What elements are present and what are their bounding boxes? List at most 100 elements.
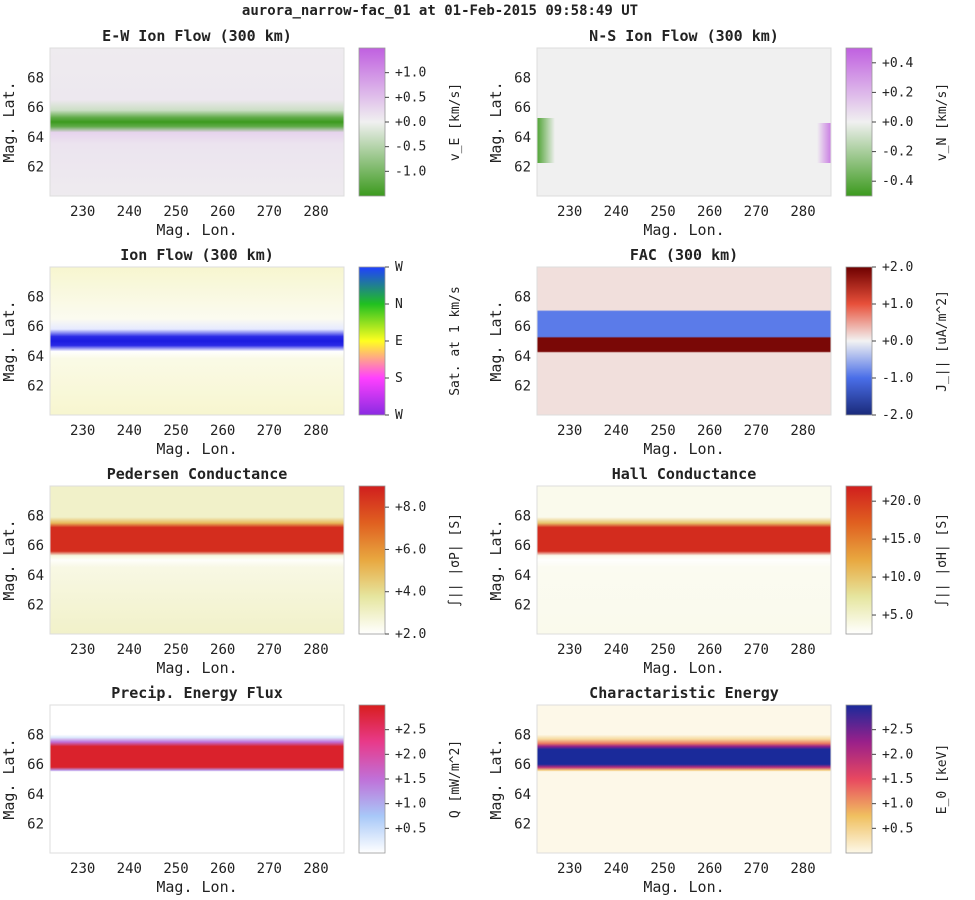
x-axis-label: Mag. Lon. bbox=[643, 659, 724, 677]
x-tick-label: 230 bbox=[70, 204, 95, 220]
heatmap-field bbox=[537, 267, 831, 415]
y-tick-label: 64 bbox=[514, 349, 531, 365]
x-tick-label: 270 bbox=[257, 642, 282, 658]
colorbar-tick-label: +1.5 bbox=[882, 772, 913, 787]
panel-7: Charactaristic Energy 230 240 250 260 270 280 M… bbox=[487, 684, 950, 896]
panel-0: E-W Ion Flow (300 km) 230 240 250 260 270 280 M… bbox=[0, 27, 463, 239]
x-tick-label: 250 bbox=[650, 423, 675, 439]
colorbar-tick-label: +0.0 bbox=[882, 334, 913, 349]
x-tick-label: 230 bbox=[557, 423, 582, 439]
x-tick-label: 250 bbox=[650, 861, 675, 877]
y-tick-label: 68 bbox=[27, 728, 44, 744]
y-tick-label: 68 bbox=[514, 290, 531, 306]
colorbar-tick-label: +0.0 bbox=[882, 115, 913, 130]
x-tick-label: 230 bbox=[70, 642, 95, 658]
x-tick-label: 240 bbox=[117, 861, 142, 877]
x-tick-label: 280 bbox=[303, 642, 328, 658]
colorbar-tick-label: +0.5 bbox=[882, 821, 913, 836]
y-tick-label: 62 bbox=[514, 159, 531, 175]
x-tick-label: 260 bbox=[210, 423, 235, 439]
x-tick-label: 230 bbox=[557, 204, 582, 220]
y-tick-label: 68 bbox=[514, 509, 531, 525]
axes-frame bbox=[49, 266, 345, 416]
x-tick-label: 280 bbox=[790, 861, 815, 877]
axes-frame bbox=[536, 485, 832, 635]
y-axis-label: Mag. Lat. bbox=[0, 300, 18, 381]
x-tick-label: 270 bbox=[744, 642, 769, 658]
x-tick-label: 240 bbox=[604, 642, 629, 658]
colorbar-label: v_E [km/s] bbox=[448, 83, 463, 161]
axes-frame bbox=[536, 266, 832, 416]
y-tick-label: 66 bbox=[27, 319, 44, 335]
x-tick-label: 280 bbox=[790, 642, 815, 658]
x-tick-label: 250 bbox=[163, 861, 188, 877]
colorbar-label: Sat. at 1 km/s bbox=[448, 286, 463, 396]
colorbar-label: v_N [km/s] bbox=[935, 83, 950, 161]
colorbar-tick-label: +1.0 bbox=[882, 797, 913, 812]
x-tick-label: 270 bbox=[257, 423, 282, 439]
y-tick-label: 64 bbox=[27, 349, 44, 365]
x-tick-label: 270 bbox=[257, 861, 282, 877]
x-tick-label: 260 bbox=[210, 642, 235, 658]
colorbar-tick-label: W bbox=[395, 260, 403, 275]
colorbar-label: E_0 [keV] bbox=[935, 744, 950, 814]
x-tick-label: 270 bbox=[744, 861, 769, 877]
colorbar-tick-label: -0.2 bbox=[882, 145, 913, 160]
y-tick-label: 64 bbox=[514, 787, 531, 803]
colorbar-label: Q [mW/m^2] bbox=[448, 740, 463, 818]
heatmap-field bbox=[537, 486, 831, 634]
x-tick-label: 250 bbox=[163, 204, 188, 220]
x-tick-label: 240 bbox=[604, 423, 629, 439]
y-axis-label: Mag. Lat. bbox=[0, 519, 18, 600]
x-tick-label: 260 bbox=[697, 423, 722, 439]
x-tick-label: 260 bbox=[697, 861, 722, 877]
x-tick-label: 260 bbox=[697, 204, 722, 220]
colorbar-tick-label: E bbox=[395, 334, 403, 349]
colorbar-tick-label: +2.5 bbox=[882, 723, 913, 738]
colorbar bbox=[845, 485, 873, 635]
x-axis-label: Mag. Lon. bbox=[643, 878, 724, 896]
y-tick-label: 62 bbox=[27, 378, 44, 394]
colorbar-tick-label: W bbox=[395, 408, 403, 423]
x-axis-label: Mag. Lon. bbox=[156, 659, 237, 677]
x-tick-label: 270 bbox=[744, 423, 769, 439]
y-tick-label: 66 bbox=[514, 538, 531, 554]
x-tick-label: 280 bbox=[790, 423, 815, 439]
panel-title: Hall Conductance bbox=[612, 465, 757, 483]
y-tick-label: 66 bbox=[514, 319, 531, 335]
heatmap-field bbox=[50, 486, 344, 634]
axes-frame bbox=[536, 47, 832, 197]
colorbar-tick-label: +2.5 bbox=[395, 723, 426, 738]
y-tick-label: 68 bbox=[514, 728, 531, 744]
colorbar-tick-label: +5.0 bbox=[882, 608, 913, 623]
colorbar-tick-label: N bbox=[395, 297, 403, 312]
x-tick-label: 280 bbox=[303, 423, 328, 439]
panel-3: FAC (300 km) 230 240 250 260 270 280 Mag. Lon. 6… bbox=[487, 246, 950, 458]
heatmap-field bbox=[537, 48, 831, 196]
x-tick-label: 230 bbox=[70, 423, 95, 439]
y-tick-label: 66 bbox=[27, 757, 44, 773]
x-tick-label: 230 bbox=[557, 642, 582, 658]
heatmap-field bbox=[537, 705, 831, 853]
colorbar-tick-label: +2.0 bbox=[882, 260, 913, 275]
colorbar-tick-label: +1.0 bbox=[395, 66, 426, 81]
x-axis-label: Mag. Lon. bbox=[643, 221, 724, 239]
colorbar bbox=[845, 704, 873, 854]
y-tick-label: 64 bbox=[514, 130, 531, 146]
colorbar-tick-label: +0.5 bbox=[395, 821, 426, 836]
colorbar-tick-label: +2.0 bbox=[882, 747, 913, 762]
panel-6: Precip. Energy Flux 230 240 250 260 270 280 Mag… bbox=[0, 684, 463, 896]
panel-title: N-S Ion Flow (300 km) bbox=[589, 27, 779, 45]
y-tick-label: 66 bbox=[514, 100, 531, 116]
y-tick-label: 62 bbox=[514, 597, 531, 613]
colorbar-tick-label: S bbox=[395, 371, 403, 386]
colorbar-tick-label: +0.5 bbox=[395, 90, 426, 105]
x-tick-label: 280 bbox=[303, 861, 328, 877]
heatmap-field bbox=[50, 48, 344, 196]
colorbar-tick-label: +1.0 bbox=[882, 297, 913, 312]
y-axis-label: Mag. Lat. bbox=[487, 738, 505, 819]
x-tick-label: 240 bbox=[117, 642, 142, 658]
y-tick-label: 68 bbox=[27, 509, 44, 525]
colorbar-tick-label: +4.0 bbox=[395, 585, 426, 600]
